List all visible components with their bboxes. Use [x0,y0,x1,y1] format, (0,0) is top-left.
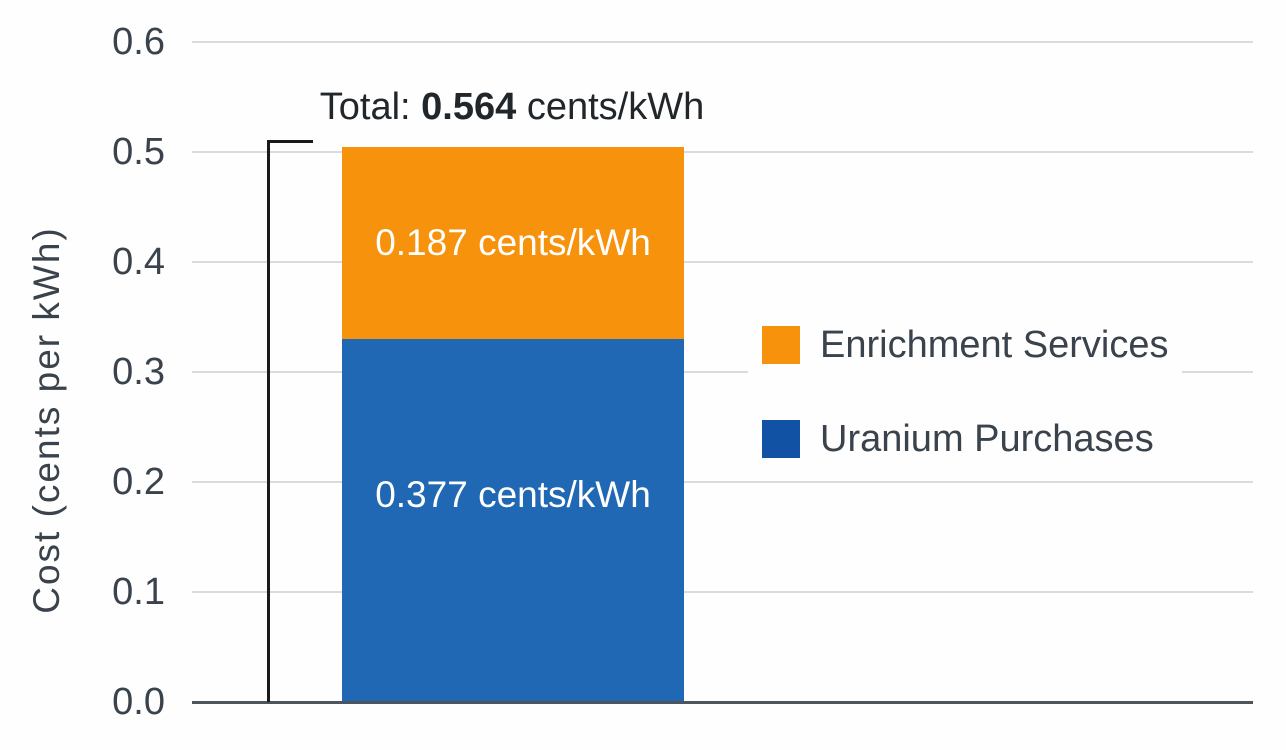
legend: Enrichment Services Uranium Purchases [748,306,1183,478]
legend-item-uranium-purchases: Uranium Purchases [762,416,1168,462]
total-annotation: Total: 0.564 cents/kWh [320,84,704,130]
bar-segment-uranium-purchases: 0.377 cents/kWh [342,339,684,702]
legend-item-label: Enrichment Services [820,324,1169,366]
gridline [192,261,1253,263]
y-tick-label: 0.4 [112,241,165,283]
gridline [192,371,1253,373]
legend-swatch [762,326,800,364]
bar-segment-label: 0.377 cents/kWh [375,473,651,515]
gridline [192,41,1253,43]
y-tick-label: 0.1 [112,571,165,613]
gridline [192,591,1253,593]
y-tick-label: 0.0 [112,681,165,723]
total-annotation-prefix: Total: [319,86,422,128]
total-annotation-value: 0.564 [421,86,517,128]
legend-item-label: Uranium Purchases [820,418,1154,460]
bar-segment-label: 0.187 cents/kWh [375,221,651,263]
y-tick-label: 0.6 [112,21,165,63]
legend-item-enrichment-services: Enrichment Services [762,322,1168,368]
total-bracket-top-tick [267,139,313,143]
bar-segment-enrichment-services: 0.187 cents/kWh [342,146,684,339]
y-tick-label: 0.2 [112,461,165,503]
x-axis-baseline [192,701,1253,704]
gridline [192,151,1253,153]
total-bracket-vertical-line [267,139,270,702]
y-tick-label: 0.5 [112,131,165,173]
legend-swatch [762,420,800,458]
gridline [192,481,1253,483]
total-annotation-suffix: cents/kWh [516,86,705,128]
y-tick-label: 0.3 [112,351,165,393]
